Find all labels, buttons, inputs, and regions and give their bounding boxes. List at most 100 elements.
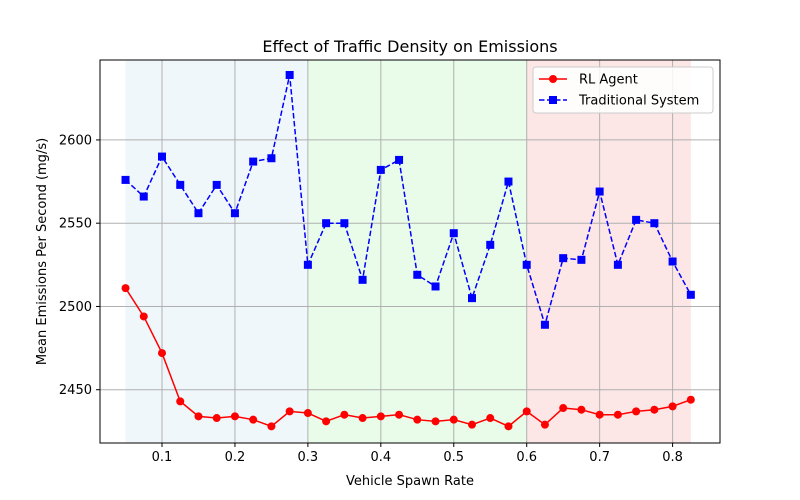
background-region-2 [307, 60, 527, 443]
data-point [522, 260, 531, 269]
series-2 [121, 70, 695, 329]
legend-entries: RL Agent Traditional System [539, 73, 699, 109]
x-tick-label: 0.4 [370, 450, 391, 465]
data-point [613, 410, 622, 419]
data-point [121, 175, 130, 184]
x-tick-label: 0.6 [516, 450, 537, 465]
data-point [413, 415, 422, 424]
grid-lines [100, 60, 720, 443]
series-line [125, 74, 692, 328]
data-point [486, 414, 495, 423]
data-point [686, 395, 695, 404]
data-point [358, 414, 367, 423]
data-point [650, 219, 659, 228]
legend-label: RL Agent [579, 73, 638, 88]
y-tick-label: 2450 [59, 383, 92, 398]
data-point [176, 180, 185, 189]
data-point [303, 260, 312, 269]
legend-marker [549, 75, 557, 83]
series-1 [121, 284, 695, 431]
y-axis-ticks: 2450 2500 2550 2600 [59, 133, 100, 398]
data-point [504, 422, 513, 431]
data-point [212, 414, 221, 423]
x-tick-label: 0.1 [152, 450, 173, 465]
data-point [267, 154, 276, 163]
data-point [340, 410, 349, 419]
x-tick-label: 0.2 [225, 450, 246, 465]
data-point [522, 407, 531, 416]
data-point [449, 415, 458, 424]
data-point [449, 229, 458, 238]
x-tick-label: 0.5 [443, 450, 464, 465]
legend: RL Agent Traditional System [532, 66, 714, 114]
data-point [249, 415, 258, 424]
y-tick-label: 2550 [59, 217, 92, 232]
data-point [285, 407, 294, 416]
data-point [322, 417, 331, 426]
data-point [468, 294, 476, 303]
data-point [139, 192, 148, 201]
data-point [668, 257, 677, 266]
data-point [230, 412, 239, 421]
data-point [632, 407, 641, 416]
data-point [540, 320, 549, 329]
data-point [194, 209, 203, 218]
data-point [376, 412, 385, 421]
data-point [230, 209, 239, 218]
data-point [577, 405, 586, 414]
legend-marker [549, 96, 557, 104]
data-point [540, 420, 549, 429]
data-point [577, 255, 586, 264]
y-axis-label: Mean Emissions Per Second (mg/s) [35, 138, 50, 365]
x-tick-label: 0.7 [589, 450, 610, 465]
data-point [650, 405, 659, 414]
data-point [504, 177, 513, 186]
plot-frame [99, 59, 721, 444]
data-point [176, 397, 185, 406]
x-axis-label: Vehicle Spawn Rate [346, 474, 474, 489]
x-tick-label: 0.3 [298, 450, 319, 465]
data-point [632, 215, 641, 224]
background-region-1 [125, 60, 308, 443]
x-axis-ticks: 0.1 0.2 0.3 0.4 0.5 0.6 0.7 0.8 [152, 443, 683, 465]
data-point [486, 240, 495, 249]
legend-entry-2: Traditional System [539, 94, 699, 109]
legend-entry-1: RL Agent [539, 73, 638, 88]
data-point [686, 290, 695, 299]
data-point [340, 219, 349, 228]
data-point [303, 409, 312, 418]
series-layer [121, 70, 695, 431]
data-point [431, 282, 440, 291]
data-point [613, 260, 622, 269]
background-region-3 [526, 60, 691, 443]
chart-title: Effect of Traffic Density on Emissions [262, 37, 557, 56]
data-point [267, 422, 276, 431]
y-tick-label: 2600 [59, 133, 92, 148]
data-point [194, 412, 203, 421]
data-point [158, 152, 166, 161]
data-point [431, 417, 440, 426]
data-point [468, 420, 476, 429]
data-point [212, 180, 221, 189]
data-point [595, 187, 604, 196]
data-point [285, 70, 294, 79]
data-point [395, 410, 404, 419]
data-point [249, 157, 258, 166]
legend-label: Traditional System [578, 94, 699, 109]
legend-box [532, 66, 714, 114]
data-point [559, 404, 568, 413]
data-point [668, 402, 677, 411]
data-point [376, 165, 385, 174]
data-point [595, 410, 604, 419]
data-point [158, 349, 166, 358]
data-point [322, 219, 331, 228]
data-point [395, 155, 404, 164]
data-point [413, 270, 422, 279]
y-tick-label: 2500 [59, 300, 92, 315]
data-point [121, 284, 130, 293]
data-point [139, 312, 148, 321]
background-regions [125, 60, 691, 443]
data-point [358, 275, 367, 284]
data-point [559, 254, 568, 263]
